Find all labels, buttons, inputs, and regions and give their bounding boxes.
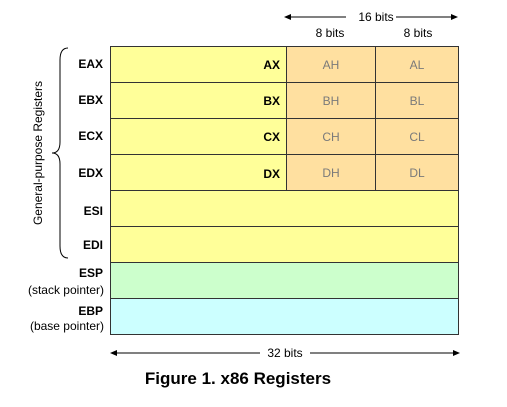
byte-label-high: 8 bits: [315, 26, 345, 40]
register-byte-al: AL: [375, 46, 459, 83]
16-bit-arrow: [284, 14, 458, 20]
register-label-esi: ESI: [83, 204, 103, 218]
register-edi: [110, 226, 459, 263]
register-label-esp: ESP: [78, 266, 103, 280]
32-bit-arrow: [110, 350, 460, 356]
register-label-ebp: EBP: [78, 304, 103, 318]
register-esp: [110, 262, 459, 299]
register-byte-dl: DL: [375, 154, 459, 191]
register-word-cx: CX: [263, 130, 280, 144]
general-purpose-bracket: [51, 47, 69, 259]
register-eax: [110, 46, 287, 83]
register-label-eax: EAX: [78, 57, 103, 71]
register-esi: [110, 190, 459, 227]
register-byte-dh: DH: [286, 154, 376, 191]
register-byte-bl: BL: [375, 82, 459, 119]
register-word-dx: DX: [263, 167, 280, 181]
register-ebp: [110, 298, 459, 335]
register-edx: [110, 154, 287, 191]
register-label-ebx: EBX: [78, 93, 103, 107]
figure-caption: Figure 1. x86 Registers: [144, 369, 332, 388]
register-label-ecx: ECX: [78, 129, 103, 143]
register-byte-ch: CH: [286, 118, 376, 155]
32-bits-label: 32 bits: [267, 346, 303, 360]
16-bits-label: 16 bits: [358, 10, 394, 24]
register-byte-ah: AH: [286, 46, 376, 83]
byte-label-low: 8 bits: [403, 26, 433, 40]
register-byte-cl: CL: [375, 118, 459, 155]
register-word-ax: AX: [263, 58, 280, 72]
register-label-edx: EDX: [78, 166, 103, 180]
register-ebx: [110, 82, 287, 119]
register-label-edi: EDI: [82, 238, 103, 252]
register-desc-ebp: (base pointer): [29, 319, 104, 333]
register-byte-bh: BH: [286, 82, 376, 119]
register-desc-esp: (stack pointer): [27, 283, 104, 297]
register-word-bx: BX: [263, 94, 280, 108]
